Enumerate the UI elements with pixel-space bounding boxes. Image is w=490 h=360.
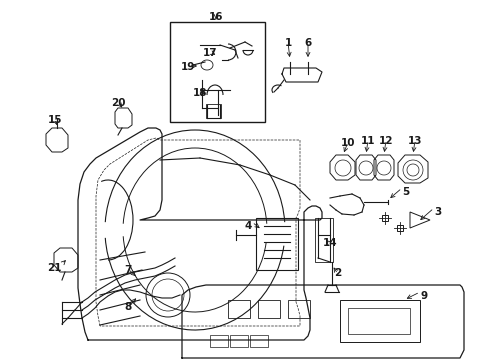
Text: 14: 14 (323, 238, 337, 248)
Text: 4: 4 (245, 221, 252, 231)
Text: 20: 20 (111, 98, 125, 108)
Text: 13: 13 (408, 136, 422, 146)
Text: 1: 1 (284, 38, 292, 48)
Bar (258, 300, 280, 318)
Text: 3: 3 (434, 207, 441, 217)
Text: 11: 11 (361, 136, 375, 146)
Text: 7: 7 (124, 265, 132, 275)
Text: 17: 17 (203, 48, 217, 58)
Text: 18: 18 (193, 88, 207, 98)
Text: 16: 16 (209, 12, 223, 22)
Bar (228, 300, 250, 318)
Text: 12: 12 (379, 136, 393, 146)
Text: 15: 15 (48, 115, 62, 125)
Text: 5: 5 (402, 187, 409, 197)
Text: 19: 19 (181, 62, 195, 72)
Text: 6: 6 (304, 38, 312, 48)
Bar (256, 218, 298, 270)
Text: 8: 8 (124, 302, 132, 312)
Text: 10: 10 (341, 138, 355, 148)
Bar (288, 300, 310, 318)
Bar (315, 218, 333, 262)
Text: 2: 2 (334, 268, 342, 278)
Bar (170, 22, 265, 122)
Bar (348, 308, 410, 334)
Text: 9: 9 (420, 291, 427, 301)
Bar (250, 335, 268, 347)
Bar (210, 335, 228, 347)
Bar (230, 335, 248, 347)
Bar (340, 300, 420, 342)
Text: 21: 21 (48, 263, 62, 273)
Bar (206, 104, 221, 118)
